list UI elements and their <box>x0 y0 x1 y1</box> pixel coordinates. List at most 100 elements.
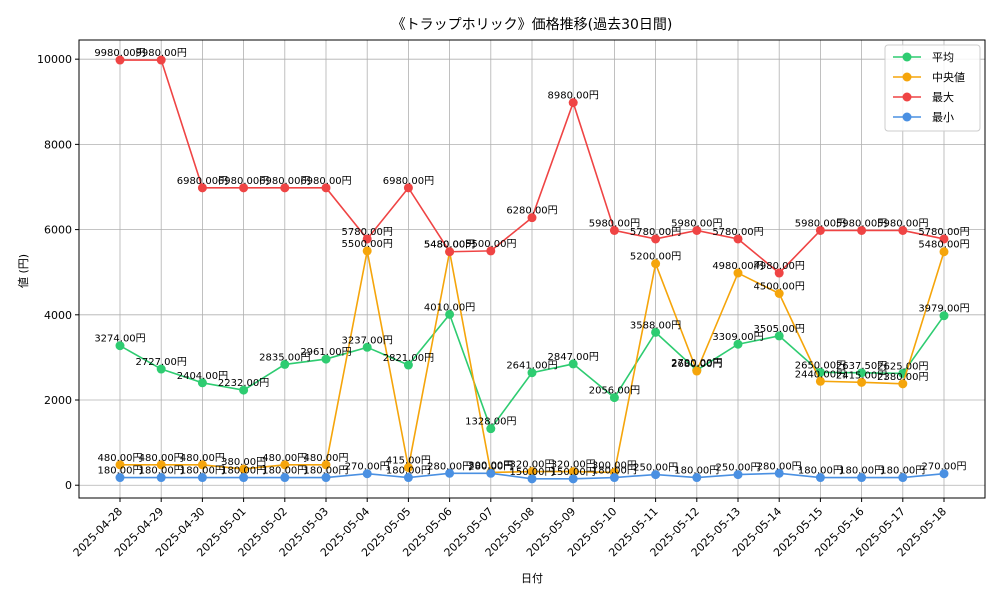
data-point <box>774 288 784 298</box>
data-label: 2232.00円 <box>218 378 269 389</box>
data-label: 5980.00円 <box>671 218 722 229</box>
data-label: 2380.00円 <box>877 372 928 383</box>
data-point <box>651 259 661 269</box>
data-point <box>651 327 661 337</box>
data-point <box>898 473 908 483</box>
data-point <box>568 474 578 484</box>
data-point <box>362 342 372 352</box>
data-point <box>527 474 537 484</box>
data-label: 8980.00円 <box>548 91 599 102</box>
data-point <box>197 378 207 388</box>
data-label: 2680.00円 <box>671 359 722 370</box>
data-point <box>857 377 867 387</box>
data-point <box>815 376 825 386</box>
data-label: 5780.00円 <box>712 227 763 238</box>
data-label: 2700.00円 <box>671 358 722 369</box>
data-point <box>568 359 578 369</box>
data-point <box>774 468 784 478</box>
data-label: 5480.00円 <box>918 240 969 251</box>
data-point <box>321 354 331 364</box>
series-2 <box>115 55 949 278</box>
data-label: 180.00円 <box>592 466 637 477</box>
data-label: 270.00円 <box>345 462 390 473</box>
data-point <box>362 246 372 256</box>
data-label: 480.00円 <box>139 453 184 464</box>
data-label: 2961.00円 <box>300 347 351 358</box>
data-label: 415.00円 <box>386 456 431 467</box>
legend-marker <box>902 92 912 102</box>
data-label: 280.00円 <box>757 461 802 472</box>
y-tick-label: 8000 <box>44 138 72 151</box>
data-label: 3588.00円 <box>630 320 681 331</box>
data-point <box>651 234 661 244</box>
data-label: 6980.00円 <box>300 176 351 187</box>
data-point <box>321 473 331 483</box>
data-label: 2056.00円 <box>589 386 640 397</box>
data-label: 2650.00円 <box>795 360 846 371</box>
data-label: 6980.00円 <box>218 176 269 187</box>
data-point <box>156 460 166 470</box>
data-label: 150.00円 <box>510 467 555 478</box>
data-label: 480.00円 <box>304 453 349 464</box>
data-label: 250.00円 <box>633 463 678 474</box>
data-label: 180.00円 <box>98 466 143 477</box>
data-label: 5780.00円 <box>918 227 969 238</box>
x-axis: 2025-04-282025-04-292025-04-302025-05-01… <box>71 498 949 559</box>
data-label: 5980.00円 <box>836 218 887 229</box>
data-label: 2727.00円 <box>136 357 187 368</box>
data-label: 280.00円 <box>427 461 472 472</box>
data-point <box>815 367 825 377</box>
data-point <box>733 339 743 349</box>
data-label: 6980.00円 <box>383 176 434 187</box>
data-point <box>362 234 372 244</box>
data-label: 6980.00円 <box>177 176 228 187</box>
data-label: 3505.00円 <box>754 324 805 335</box>
data-label: 5500.00円 <box>465 239 516 250</box>
data-label: 4500.00円 <box>754 281 805 292</box>
data-point <box>486 468 496 478</box>
data-point <box>362 469 372 479</box>
data-label: 2440.00円 <box>795 369 846 380</box>
data-point <box>609 473 619 483</box>
data-label: 320.00円 <box>551 460 596 471</box>
data-label: 6280.00円 <box>506 206 557 217</box>
data-label: 3274.00円 <box>94 334 145 345</box>
data-label: 2821.00円 <box>383 353 434 364</box>
data-point <box>857 473 867 483</box>
data-label: 4980.00円 <box>754 261 805 272</box>
data-label: 180.00円 <box>386 466 431 477</box>
data-label: 180.00円 <box>880 466 925 477</box>
data-label: 3237.00円 <box>342 335 393 346</box>
data-point <box>733 470 743 480</box>
data-label: 180.00円 <box>839 466 884 477</box>
data-point <box>486 246 496 256</box>
data-label: 3979.00円 <box>918 304 969 315</box>
data-label: 320.00円 <box>510 460 555 471</box>
data-label: 5780.00円 <box>630 227 681 238</box>
data-point <box>197 460 207 470</box>
data-point <box>239 385 249 395</box>
data-label: 300.00円 <box>592 460 637 471</box>
data-point <box>733 234 743 244</box>
x-axis-label: 日付 <box>521 572 543 585</box>
data-point <box>857 368 867 378</box>
data-point <box>774 331 784 341</box>
data-point <box>939 311 949 321</box>
data-point <box>239 183 249 193</box>
data-label: 5480.00円 <box>424 240 475 251</box>
y-axis-label: 値 (円) <box>17 254 30 288</box>
data-label: 180.00円 <box>180 466 225 477</box>
data-point <box>445 247 455 257</box>
data-point <box>527 368 537 378</box>
data-point <box>692 473 702 483</box>
legend-marker <box>902 72 912 82</box>
data-point <box>774 268 784 278</box>
legend-label: 最小 <box>932 111 954 124</box>
data-label: 180.00円 <box>798 466 843 477</box>
data-label: 5500.00円 <box>342 239 393 250</box>
data-point <box>156 473 166 483</box>
data-point <box>239 464 249 474</box>
